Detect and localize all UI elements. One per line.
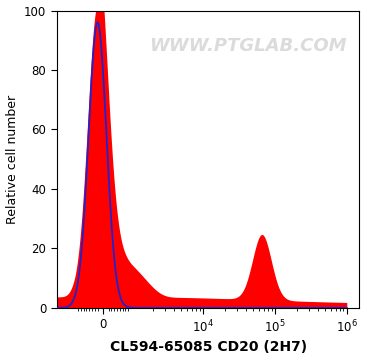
Text: WWW.PTGLAB.COM: WWW.PTGLAB.COM [149, 37, 346, 55]
X-axis label: CL594-65085 CD20 (2H7): CL594-65085 CD20 (2H7) [110, 341, 307, 355]
Y-axis label: Relative cell number: Relative cell number [5, 95, 19, 224]
